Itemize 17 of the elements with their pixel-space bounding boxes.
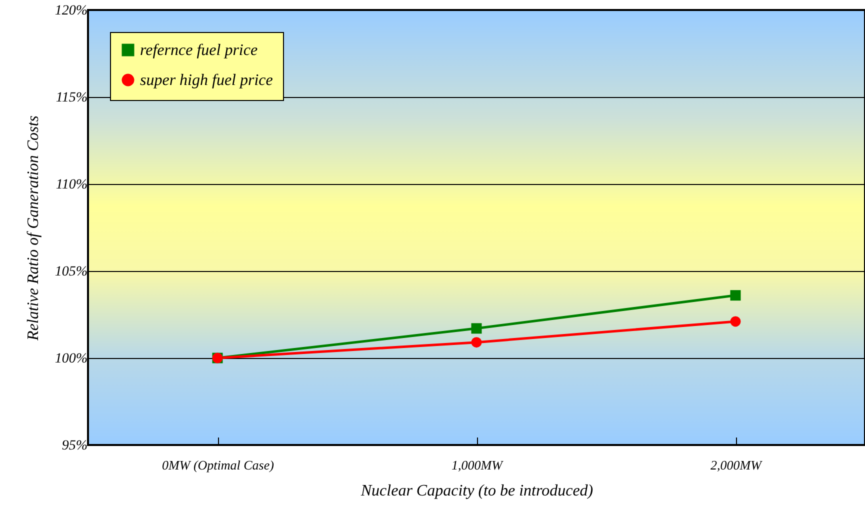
- y-tick-label: 95%: [62, 438, 88, 454]
- y-tick-label: 110%: [56, 178, 88, 192]
- y-tick-label: 105%: [54, 264, 88, 280]
- y-tick-label: 115%: [56, 90, 88, 106]
- y-tick-label: 100%: [54, 352, 88, 366]
- x-tick-label: 1,000MW: [452, 458, 504, 472]
- y-axis-title: Relative Ratio of Ganeration Costs: [24, 116, 42, 342]
- point: [730, 316, 741, 327]
- point: [471, 337, 482, 348]
- legend-label: refernce fuel price: [140, 42, 258, 59]
- y-tick-label: 120%: [54, 4, 88, 18]
- x-tick-label: 0MW (Optimal Case): [162, 458, 274, 472]
- point: [471, 323, 482, 334]
- legend-label: super high fuel price: [140, 72, 273, 89]
- point: [730, 290, 741, 301]
- x-tick-label: 2,000MW: [710, 458, 763, 472]
- x-axis-title: Nuclear Capacity (to be introduced): [360, 482, 594, 500]
